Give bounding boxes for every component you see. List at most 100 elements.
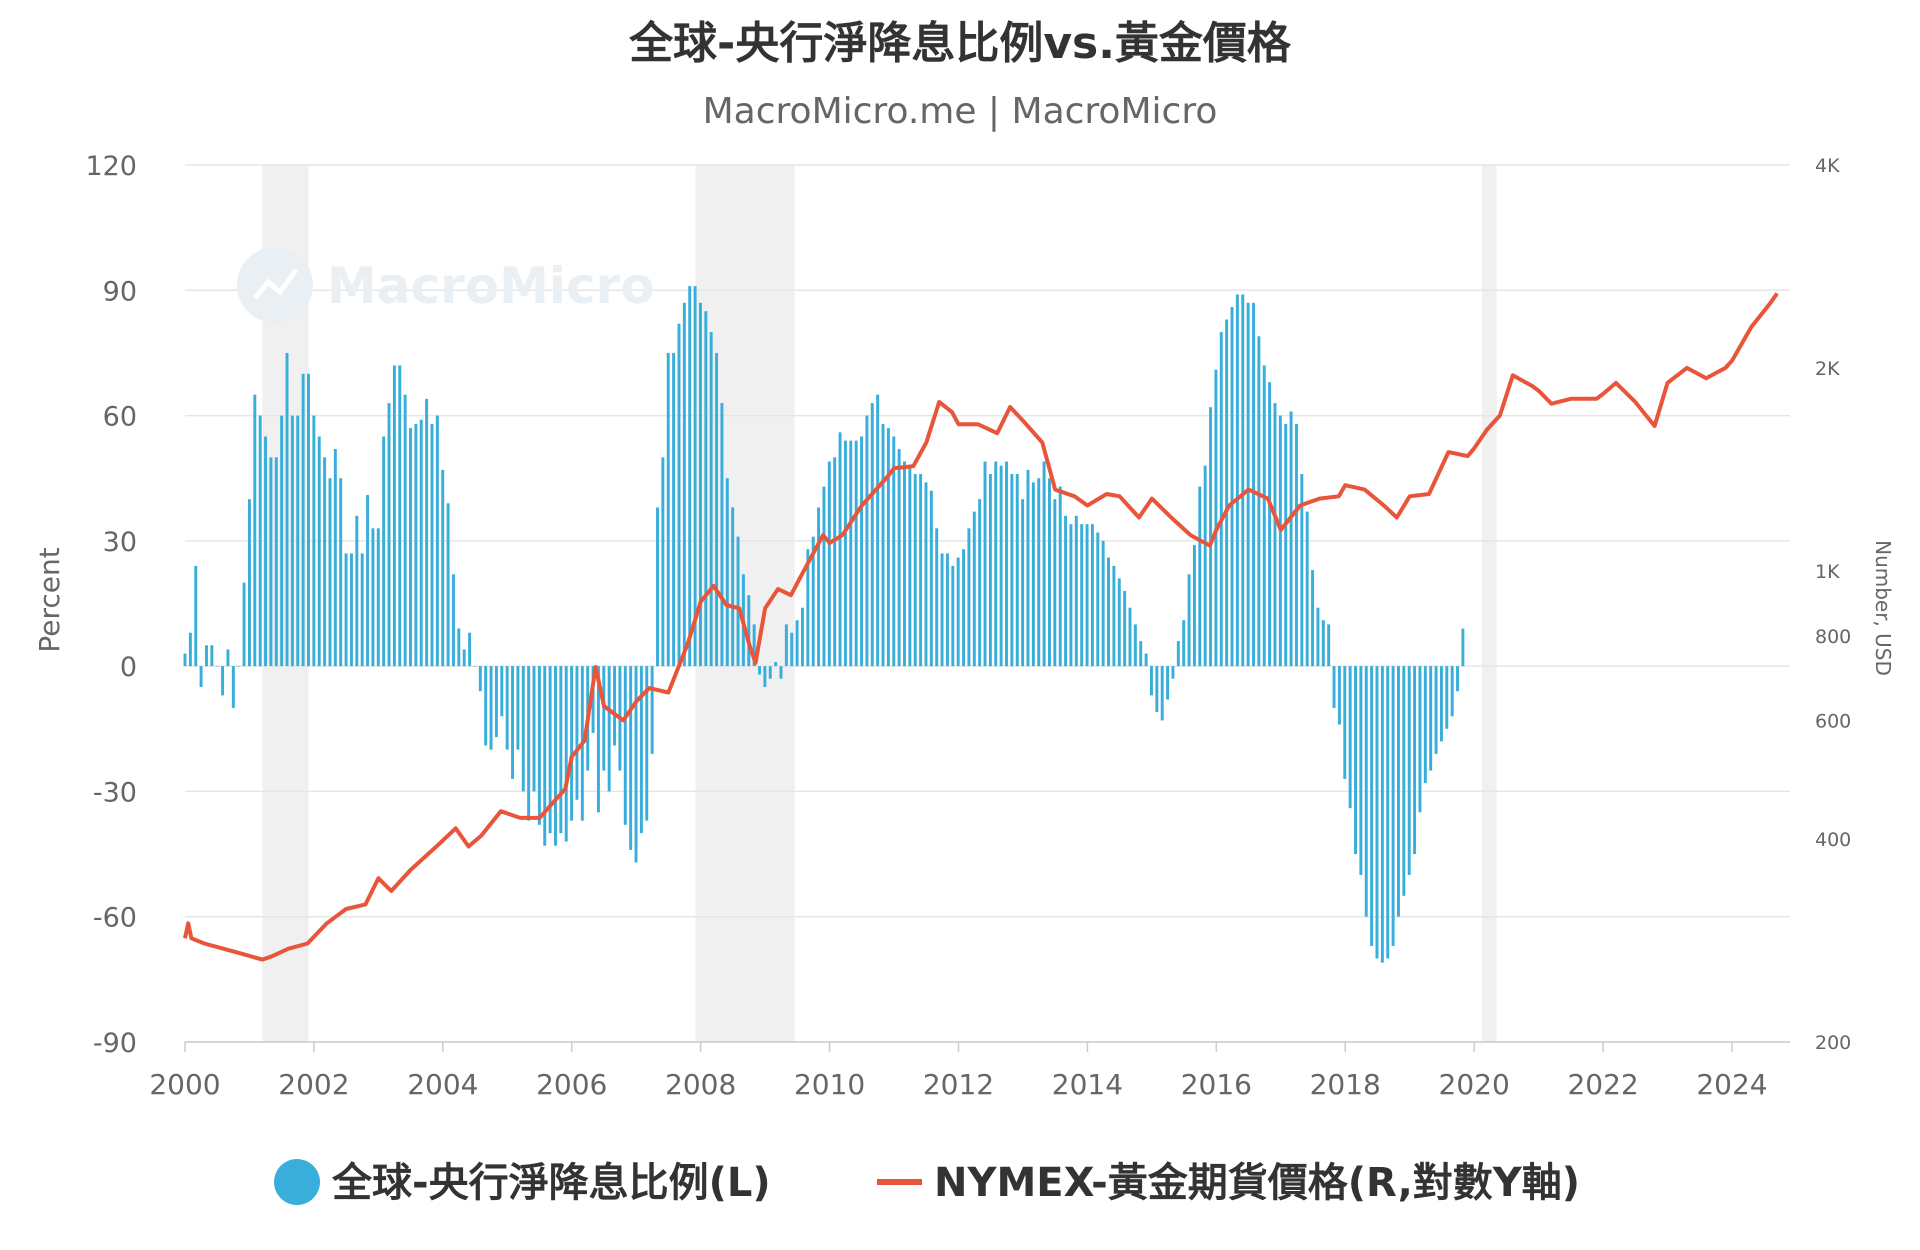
bar xyxy=(758,666,761,675)
bar xyxy=(414,423,418,667)
bar xyxy=(1246,302,1250,667)
bar xyxy=(838,432,842,667)
bar xyxy=(532,666,536,792)
recession-band xyxy=(1481,165,1497,1042)
bar xyxy=(613,666,617,746)
bar xyxy=(806,549,810,667)
bar xyxy=(382,436,386,667)
bar xyxy=(1182,620,1186,667)
bar xyxy=(978,499,982,667)
bar xyxy=(575,666,579,800)
bar xyxy=(1235,294,1239,667)
bar xyxy=(881,423,885,667)
bar xyxy=(1343,666,1347,779)
bar xyxy=(908,465,912,667)
bar xyxy=(360,553,364,667)
bar xyxy=(301,373,305,667)
bar xyxy=(860,436,864,667)
bar xyxy=(537,666,541,825)
bar xyxy=(811,536,815,667)
left-tick-label: 120 xyxy=(85,151,137,182)
bar xyxy=(790,632,794,667)
bar xyxy=(1423,666,1427,784)
bar xyxy=(897,448,901,667)
bar xyxy=(596,666,600,813)
bar xyxy=(398,365,402,667)
x-axis-ticks: 2000 2002 2004 2006 2008 2010 2012 2014 2016 2018… xyxy=(149,1042,1768,1101)
bar xyxy=(1133,624,1137,667)
legend[interactable]: 全球-央行淨降息比例(L) NYMEX-黃金期貨價格(R,對數Y軸) xyxy=(274,1159,1580,1206)
bar xyxy=(1450,666,1454,717)
bar xyxy=(1386,666,1390,959)
bar xyxy=(629,666,633,850)
bar xyxy=(1010,474,1014,667)
bar xyxy=(1058,486,1062,667)
bar xyxy=(677,323,681,667)
bar xyxy=(323,457,327,667)
bar xyxy=(693,286,697,667)
bar xyxy=(1311,570,1315,667)
bar xyxy=(1257,336,1261,667)
bar xyxy=(1445,666,1449,729)
bar xyxy=(199,666,203,688)
bar xyxy=(1085,524,1089,667)
bar xyxy=(1268,382,1272,667)
bar xyxy=(328,478,332,667)
right-tick-label: 1K xyxy=(1815,561,1840,583)
bar xyxy=(1413,666,1417,855)
bar xyxy=(913,474,917,667)
bar xyxy=(1418,666,1422,813)
bar xyxy=(376,528,380,667)
gold-price-line xyxy=(183,292,1779,962)
bar xyxy=(929,490,933,667)
bar xyxy=(521,666,525,792)
bar xyxy=(623,666,627,825)
bar xyxy=(1252,302,1255,667)
bar xyxy=(333,448,337,667)
line-series xyxy=(183,292,1779,962)
x-tick-label: 2002 xyxy=(278,1068,349,1101)
right-tick-label: 400 xyxy=(1815,829,1851,851)
bar xyxy=(1316,607,1320,667)
left-tick-label: -60 xyxy=(93,903,137,934)
bar xyxy=(1391,666,1395,946)
legend-item-bar[interactable]: 全球-央行淨降息比例(L) xyxy=(274,1159,771,1206)
bar xyxy=(822,486,826,667)
bar xyxy=(1096,532,1100,667)
bar xyxy=(1219,332,1223,667)
bar xyxy=(795,620,799,667)
chart-subtitle: MacroMicro.me | MacroMicro xyxy=(703,91,1218,132)
bar xyxy=(903,461,906,667)
bar xyxy=(1375,666,1379,959)
bar xyxy=(1090,524,1094,667)
bar xyxy=(457,628,461,667)
legend-bar-marker-icon xyxy=(274,1159,320,1205)
bar xyxy=(1166,666,1170,700)
bar xyxy=(247,499,251,667)
bar xyxy=(800,607,804,667)
legend-item-line[interactable]: NYMEX-黃金期貨價格(R,對數Y軸) xyxy=(877,1160,1580,1206)
x-tick-label: 2004 xyxy=(407,1068,478,1101)
bar xyxy=(1230,306,1234,667)
bar xyxy=(468,632,472,667)
bar xyxy=(312,415,316,667)
left-tick-label: 0 xyxy=(120,652,137,683)
bar xyxy=(1321,620,1325,667)
watermark: MacroMicro xyxy=(237,247,655,323)
bar xyxy=(446,503,450,667)
bar xyxy=(1155,666,1159,713)
x-tick-label: 2012 xyxy=(923,1068,994,1101)
bar xyxy=(1439,666,1443,742)
bar xyxy=(747,595,751,667)
bar xyxy=(1214,369,1218,667)
bar xyxy=(682,302,686,667)
bar xyxy=(752,624,756,667)
bar xyxy=(1407,666,1411,875)
bar xyxy=(720,403,724,667)
bar xyxy=(607,666,611,792)
bar xyxy=(1300,474,1304,667)
bar xyxy=(570,666,574,821)
left-tick-label: 30 xyxy=(103,527,137,558)
bar xyxy=(849,440,853,667)
bar xyxy=(1026,469,1030,667)
